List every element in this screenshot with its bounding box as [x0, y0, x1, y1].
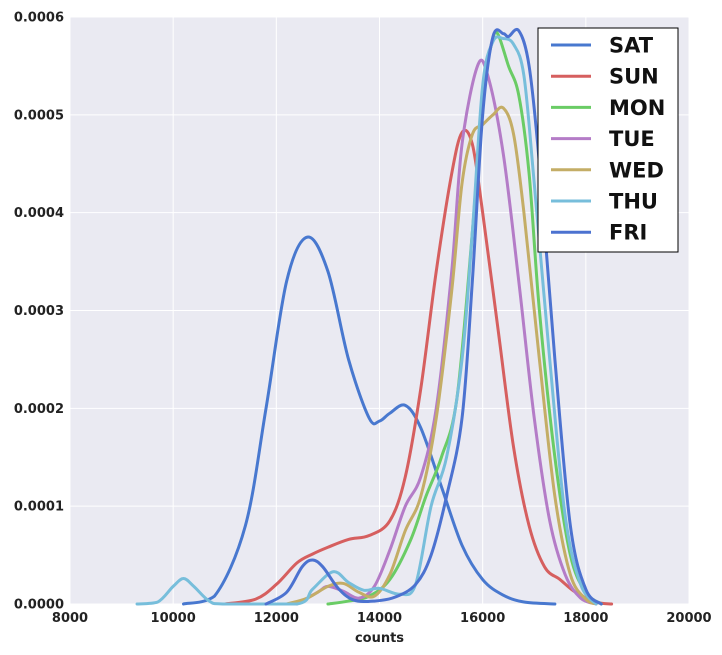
- y-tick-label: 0.0001: [14, 500, 64, 515]
- series-line-tue: [295, 58, 598, 606]
- x-axis-label: counts: [355, 631, 404, 646]
- x-tick-label: 20000: [666, 611, 711, 626]
- x-tick-label: 10000: [151, 611, 196, 626]
- legend: SAT SUN MON TUE WED THU FRI: [537, 27, 679, 253]
- legend-label-thu: THU: [609, 190, 658, 214]
- x-tick-label: 14000: [357, 611, 402, 626]
- legend-label-wed: WED: [609, 158, 664, 182]
- y-tick-labels: 0.0000 0.0001 0.0002 0.0003 0.0004 0.0005 0.00…: [14, 11, 64, 613]
- y-tick-label: 0.0002: [14, 402, 64, 417]
- series-line-sat: [181, 235, 557, 606]
- legend-label-sat: SAT: [609, 34, 654, 58]
- legend-label-mon: MON: [609, 96, 665, 120]
- legend-label-tue: TUE: [609, 127, 655, 151]
- x-tick-label: 18000: [563, 611, 608, 626]
- series-line-wed: [285, 105, 598, 606]
- legend-label-fri: FRI: [609, 221, 647, 245]
- y-tick-label: 0.0003: [14, 304, 64, 319]
- y-tick-label: 0.0004: [14, 206, 64, 221]
- legend-label-sun: SUN: [609, 65, 659, 89]
- x-tick-label: 12000: [254, 611, 299, 626]
- series-line-fri: [264, 27, 603, 606]
- y-tick-label: 0.0000: [14, 598, 64, 613]
- y-tick-label: 0.0006: [14, 11, 64, 26]
- x-tick-labels: 8000 10000 12000 14000 16000 18000 20000: [52, 611, 712, 626]
- y-tick-label: 0.0005: [14, 108, 64, 123]
- series-line-sun: [223, 128, 614, 606]
- grid-lines: [69, 16, 690, 605]
- series-line-thu: [135, 35, 598, 606]
- x-tick-label: 8000: [52, 611, 88, 626]
- x-tick-label: 16000: [460, 611, 505, 626]
- series-lines: [135, 27, 614, 606]
